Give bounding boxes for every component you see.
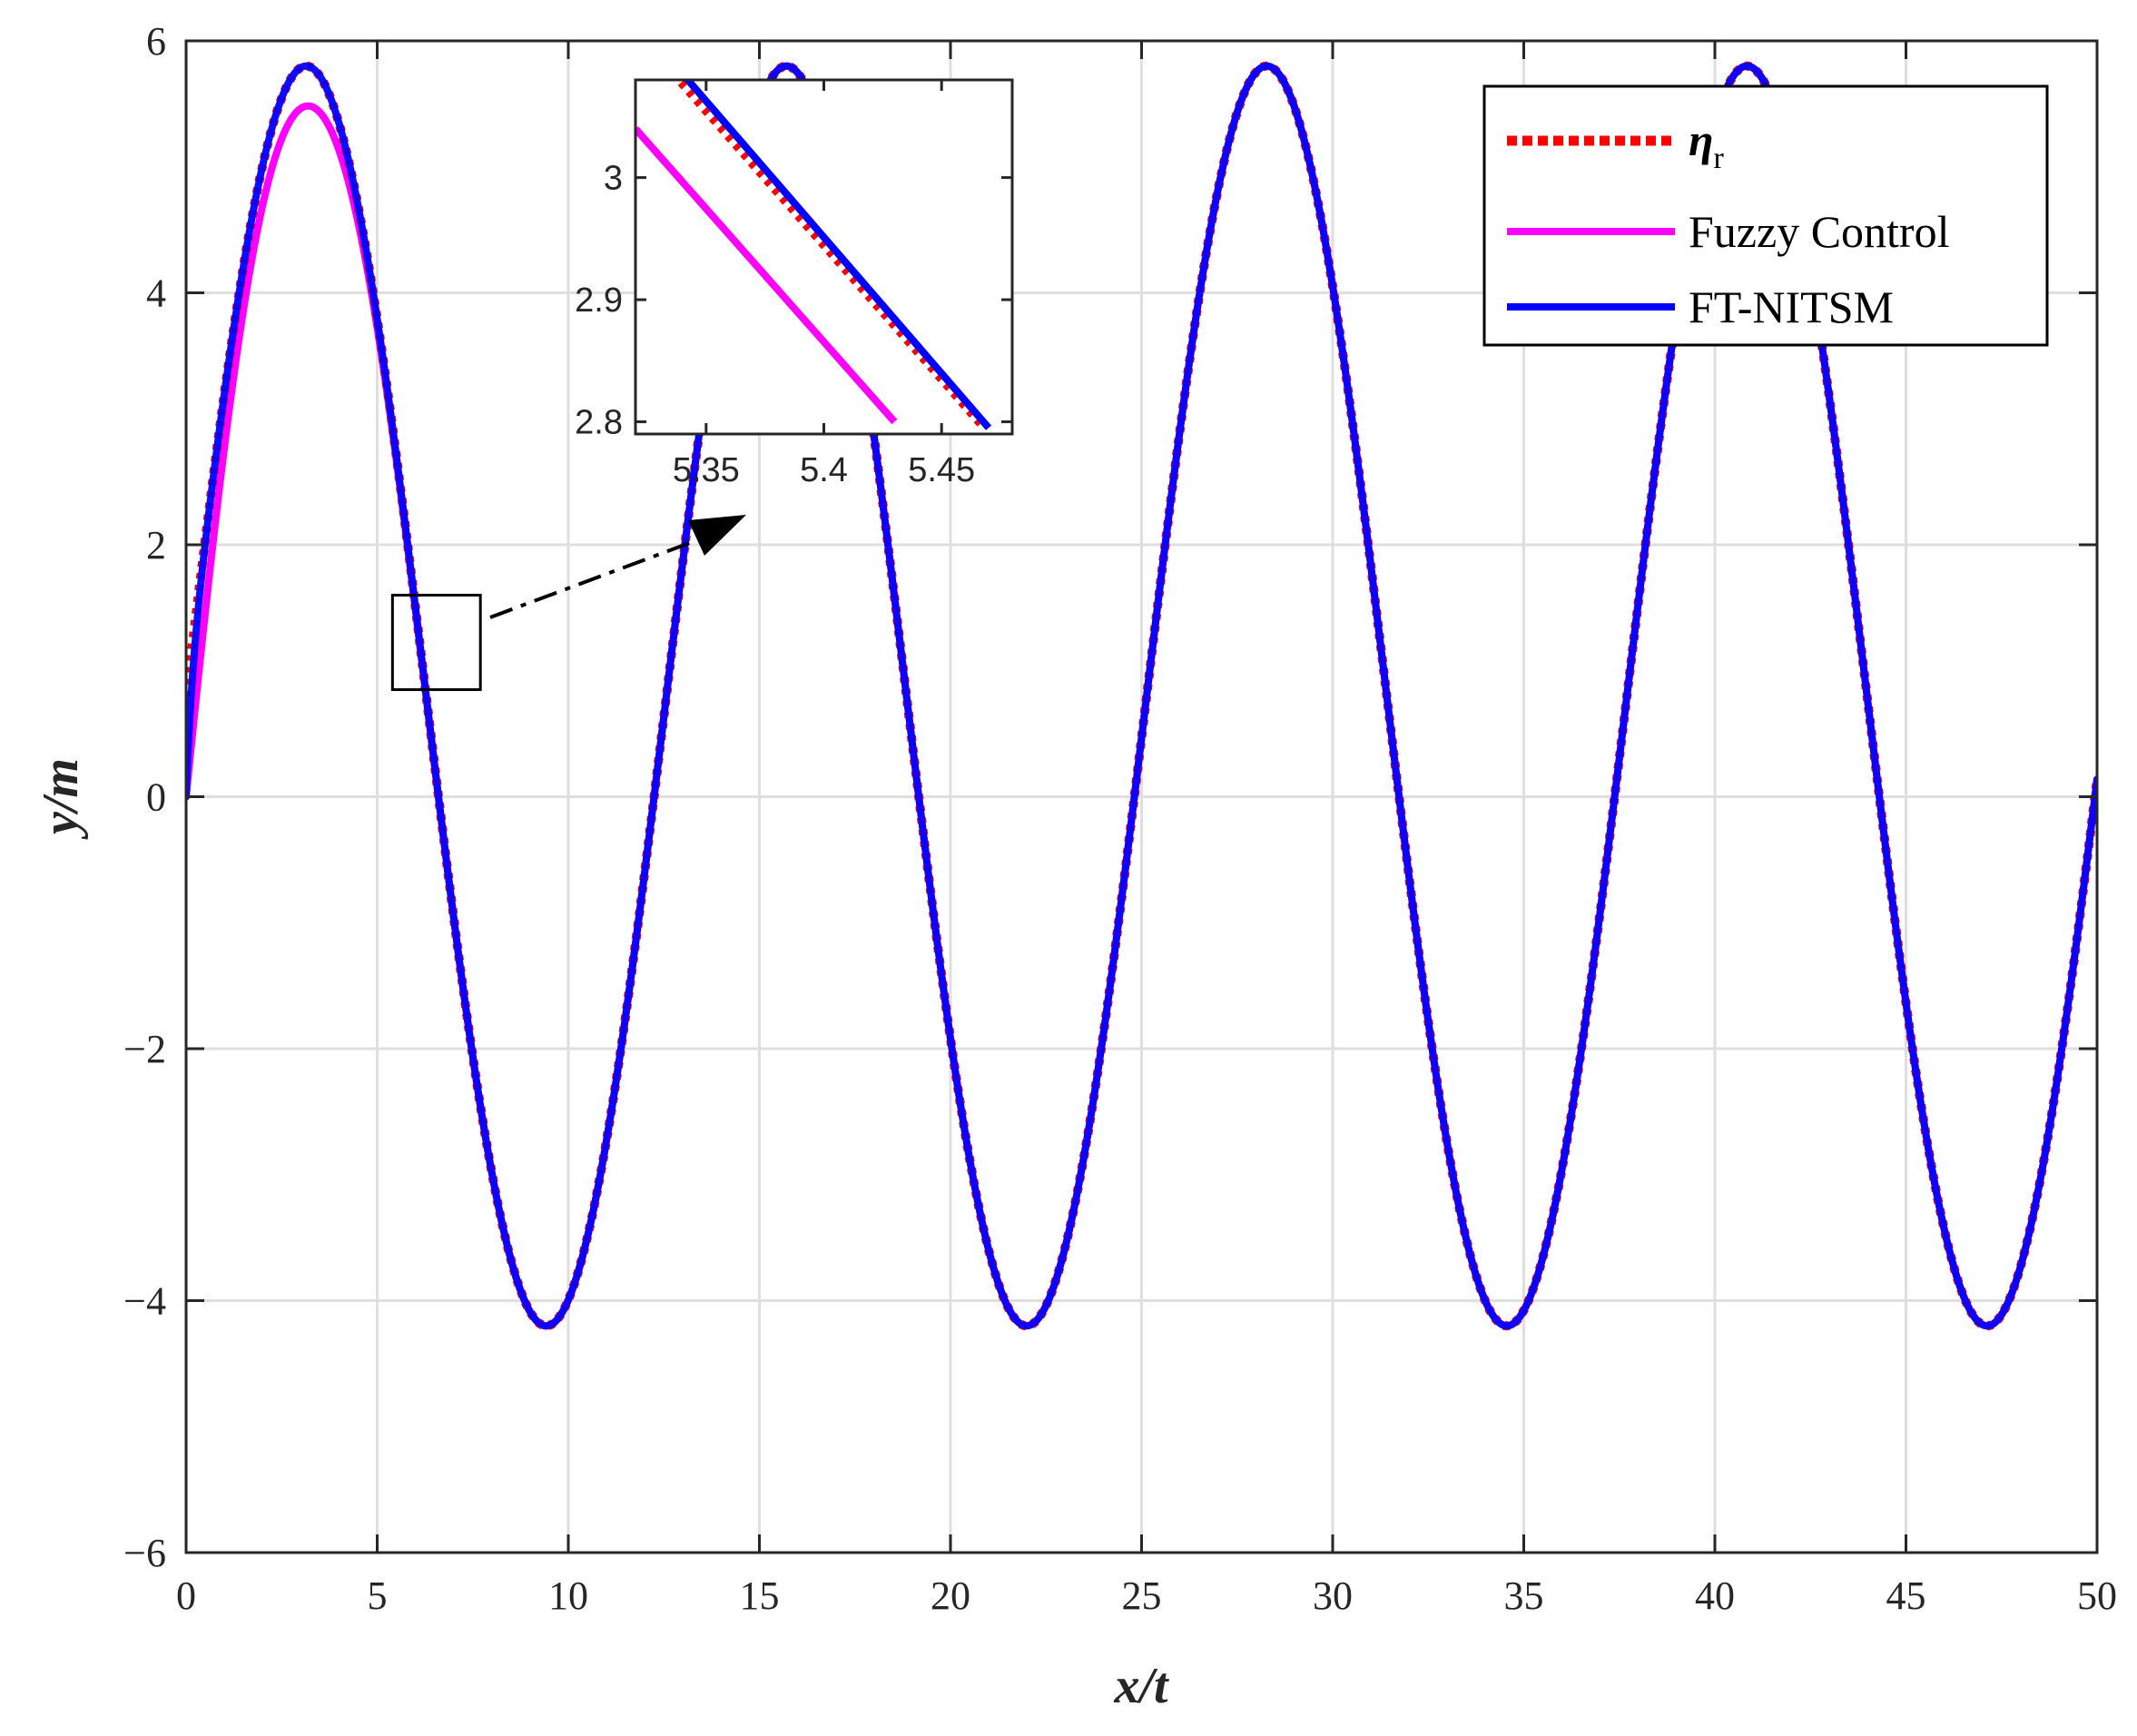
inset-y-tick-label: 2.9 xyxy=(575,281,623,320)
y-tick-label: −2 xyxy=(123,1027,166,1071)
y-tick-label: 4 xyxy=(146,271,166,316)
legend-label-ft-nitsm: FT-NITSM xyxy=(1689,281,1894,332)
y-axis-label: y/m xyxy=(33,758,89,840)
x-axis-label: x/t xyxy=(1113,1658,1169,1714)
x-tick-label: 50 xyxy=(2077,1573,2117,1618)
inset-line-eta-r xyxy=(673,80,988,431)
inset-lines xyxy=(635,80,992,431)
x-tick-label: 40 xyxy=(1695,1573,1735,1618)
axis-ticks xyxy=(184,39,2099,1554)
inset-y-tick-label: 2.8 xyxy=(575,404,623,442)
zoom-arrow-shaft xyxy=(489,539,695,619)
y-tick-label: 6 xyxy=(146,19,166,64)
inset-plot: 5.35 5.4 5.45 2.8 2.9 3 xyxy=(575,78,1014,489)
y-tick-labels: −6 −4 −2 0 2 4 6 xyxy=(123,19,166,1575)
y-tick-label: −4 xyxy=(123,1279,166,1324)
zoom-arrow-head xyxy=(688,515,746,556)
inset-y-tick-label: 3 xyxy=(604,160,623,198)
y-tick-label: 0 xyxy=(146,775,166,820)
zoom-indicator xyxy=(390,515,746,692)
legend-label-eta-r-sub: r xyxy=(1713,142,1724,175)
inset-line-fuzzy xyxy=(635,126,898,425)
legend-label-eta-r-main: η xyxy=(1689,114,1713,165)
inset-x-tick-label: 5.35 xyxy=(673,451,740,489)
x-tick-label: 25 xyxy=(1122,1573,1162,1618)
legend-label-fuzzy-control: Fuzzy Control xyxy=(1689,206,1949,257)
zoom-box xyxy=(390,594,482,692)
x-tick-labels: 0 5 10 15 20 25 30 35 40 45 50 xyxy=(176,1573,2117,1618)
legend-label-eta-r: ηr xyxy=(1689,114,1724,175)
y-tick-label: −6 xyxy=(123,1531,166,1575)
y-tick-label: 2 xyxy=(146,523,166,567)
inset-background xyxy=(635,80,1012,434)
x-tick-label: 30 xyxy=(1313,1573,1353,1618)
inset-line-ftnitsm xyxy=(683,80,992,430)
x-tick-label: 15 xyxy=(740,1573,780,1618)
x-tick-label: 35 xyxy=(1504,1573,1544,1618)
x-tick-label: 0 xyxy=(176,1573,196,1618)
legend: ηr Fuzzy Control FT-NITSM xyxy=(1482,84,2049,347)
x-tick-label: 10 xyxy=(548,1573,588,1618)
x-tick-label: 5 xyxy=(368,1573,388,1618)
x-tick-label: 45 xyxy=(1886,1573,1926,1618)
legend-box xyxy=(1482,84,2049,347)
inset-x-tick-label: 5.45 xyxy=(908,451,975,489)
inset-x-tick-label: 5.4 xyxy=(800,451,848,489)
x-tick-label: 20 xyxy=(931,1573,970,1618)
